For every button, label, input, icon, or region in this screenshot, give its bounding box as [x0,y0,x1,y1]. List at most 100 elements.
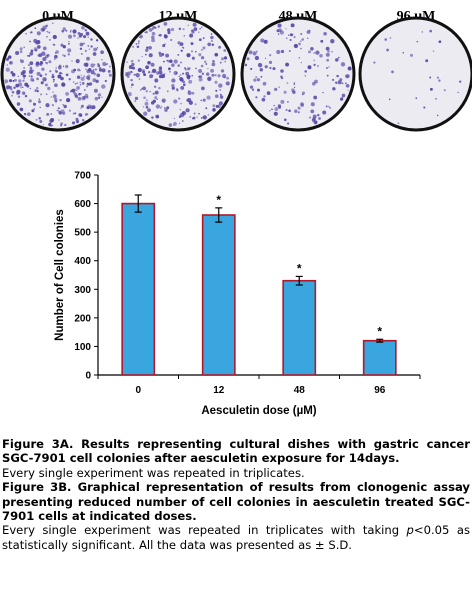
colony [192,116,196,120]
colony [256,50,258,53]
colony [49,119,53,123]
colony [159,67,162,70]
colony [285,108,288,112]
colony [72,81,75,83]
dish-rim [358,16,472,132]
x-tick-label: 48 [294,385,306,396]
colony [92,52,97,56]
colony [84,93,89,98]
colony [181,120,184,122]
colony [269,66,272,70]
colony [101,84,106,89]
colony [69,30,72,33]
colony [67,34,73,39]
colony [153,85,157,89]
colony [39,74,43,78]
colony [180,85,185,90]
colony [35,61,40,65]
significance-marker: * [297,261,302,275]
colony [254,55,260,61]
colony [86,82,89,86]
colony [15,50,20,56]
colony [80,104,84,108]
colony [268,60,273,65]
colony [12,79,15,82]
colony [29,40,31,43]
significance-marker: * [216,193,221,207]
colony [77,31,81,35]
colony [146,46,149,49]
colony [274,107,279,112]
colony [75,89,78,92]
colony [284,118,287,122]
colony [164,108,168,112]
colony [145,53,147,56]
colony [55,70,58,73]
colony [185,108,190,113]
colony [215,89,218,92]
colony [152,92,155,95]
colony [178,75,180,78]
colony [85,31,90,36]
colony [97,64,101,68]
colony [161,98,166,103]
colony [23,74,27,78]
colony [85,68,87,70]
colony [179,74,182,76]
colony [34,27,37,30]
colony [62,103,65,106]
colony [84,29,88,32]
colony [16,91,20,96]
colony [262,81,267,86]
colony [188,79,193,84]
colony [36,71,41,76]
colony [198,31,200,33]
colony [438,79,441,82]
colony [221,57,225,61]
colony [313,63,316,67]
colony [266,91,271,95]
colony [81,25,85,30]
colony [198,112,200,115]
colony [70,29,72,32]
colony [44,73,47,76]
colony [104,79,107,83]
colony [264,57,267,59]
colony [287,122,290,125]
colony [199,27,201,30]
y-tick-label: 700 [74,171,91,182]
y-tick-label: 100 [74,342,91,353]
colony [13,86,16,89]
colony [203,60,207,64]
colony [6,85,11,89]
colony [255,76,258,78]
colony [298,56,301,59]
colony [76,75,81,79]
colony [68,109,71,112]
y-tick-label: 300 [74,285,91,296]
x-ticks: 0 12 48 96 [97,375,421,396]
colony [51,103,55,107]
colony [325,52,330,57]
colony [182,28,185,31]
colony [332,78,335,81]
colony [90,63,95,68]
colony [54,83,58,88]
colony [273,104,275,107]
colony [220,69,225,73]
colony [93,47,97,52]
colony [308,50,311,54]
colony [130,71,133,74]
colony [20,59,24,64]
x-tick-label: 96 [374,385,386,396]
colony [163,22,168,26]
colony [386,48,389,52]
colony [171,86,175,90]
colony [432,50,435,52]
colony [402,51,405,54]
colony [193,27,198,31]
colony [315,50,320,55]
colony [37,45,41,49]
colony [98,67,102,70]
colony [79,81,82,84]
